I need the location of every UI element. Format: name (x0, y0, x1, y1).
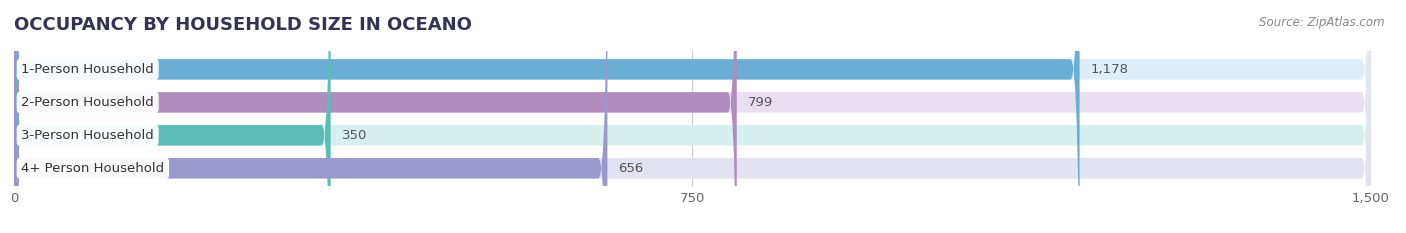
Text: Source: ZipAtlas.com: Source: ZipAtlas.com (1260, 16, 1385, 29)
Text: 350: 350 (342, 129, 367, 142)
Text: 799: 799 (748, 96, 773, 109)
Text: 1,178: 1,178 (1091, 63, 1129, 76)
FancyBboxPatch shape (14, 0, 737, 233)
Text: 4+ Person Household: 4+ Person Household (21, 162, 165, 175)
FancyBboxPatch shape (14, 0, 1371, 233)
FancyBboxPatch shape (14, 0, 1080, 233)
FancyBboxPatch shape (14, 0, 1371, 233)
Text: OCCUPANCY BY HOUSEHOLD SIZE IN OCEANO: OCCUPANCY BY HOUSEHOLD SIZE IN OCEANO (14, 16, 472, 34)
Text: 3-Person Household: 3-Person Household (21, 129, 155, 142)
Text: 1-Person Household: 1-Person Household (21, 63, 155, 76)
Text: 2-Person Household: 2-Person Household (21, 96, 155, 109)
FancyBboxPatch shape (14, 0, 1371, 233)
FancyBboxPatch shape (14, 0, 607, 233)
FancyBboxPatch shape (14, 0, 1371, 233)
FancyBboxPatch shape (14, 0, 330, 233)
Text: 656: 656 (619, 162, 644, 175)
